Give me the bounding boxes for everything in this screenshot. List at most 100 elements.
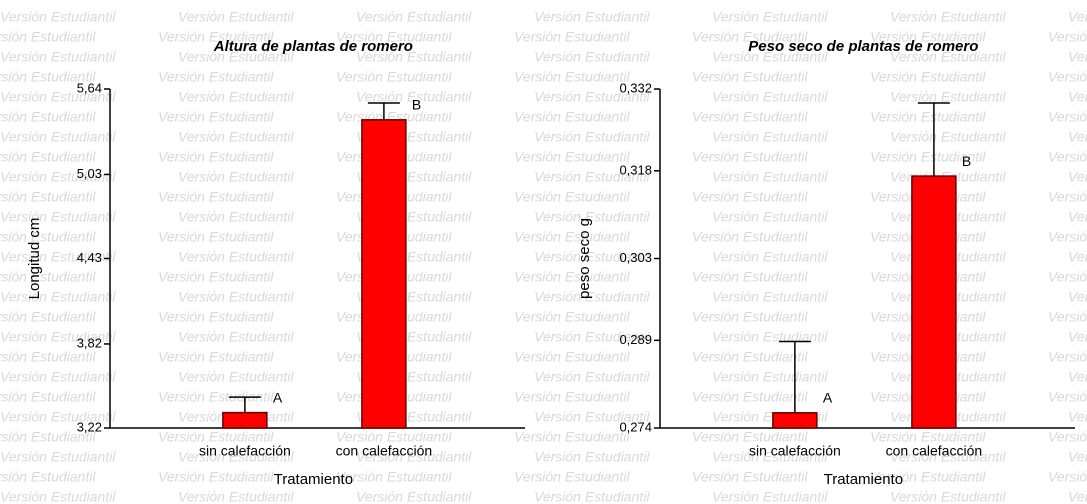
watermark: Versión Estudiantil (534, 49, 650, 65)
watermark: Versión Estudiantil (534, 329, 650, 345)
watermark: Versión Estudiantil (1048, 349, 1087, 365)
annotation: B (962, 153, 971, 169)
watermark: Versión Estudiantil (0, 469, 96, 485)
watermark: Versión Estudiantil (692, 269, 808, 285)
watermark: Versión Estudiantil (0, 289, 116, 305)
x-tick-label: con calefacción (886, 443, 983, 459)
watermark: Versión Estudiantil (0, 129, 116, 145)
watermark: Versión Estudiantil (178, 329, 294, 345)
watermark: Versión Estudiantil (178, 49, 294, 65)
watermark: Versión Estudiantil (692, 469, 808, 485)
watermark: Versión Estudiantil (158, 269, 274, 285)
watermark: Versión Estudiantil (1048, 269, 1087, 285)
watermark: Versión Estudiantil (514, 389, 630, 405)
watermark: Versión Estudiantil (158, 309, 274, 325)
watermark: Versión Estudiantil (870, 469, 986, 485)
watermark: Versión Estudiantil (178, 369, 294, 385)
watermark: Versión Estudiantil (514, 469, 630, 485)
watermark: Versión Estudiantil (534, 409, 650, 425)
watermark: Versión Estudiantil (1048, 469, 1087, 485)
watermark: Versión Estudiantil (692, 429, 808, 445)
watermark: Versión Estudiantil (336, 429, 452, 445)
watermark: Versión Estudiantil (1048, 189, 1087, 205)
x-tick-label: con calefacción (336, 443, 433, 459)
watermark: Versión Estudiantil (178, 489, 294, 504)
x-axis-label: Tratamiento (824, 471, 903, 488)
watermark: Versión Estudiantil (178, 89, 294, 105)
watermark: Versión Estudiantil (1068, 249, 1087, 265)
y-axis-label: peso seco g (576, 218, 593, 299)
annotation: A (823, 390, 833, 406)
watermark: Versión Estudiantil (0, 169, 116, 185)
watermark: Versión Estudiantil (336, 29, 452, 45)
watermark: Versión Estudiantil (514, 309, 630, 325)
watermark: Versión Estudiantil (336, 469, 452, 485)
watermark: Versión Estudiantil (534, 9, 650, 25)
watermark: Versión Estudiantil (356, 89, 472, 105)
y-tick-label: 0,289 (619, 332, 652, 347)
watermark: Versión Estudiantil (0, 9, 116, 25)
watermark: Versión Estudiantil (1068, 49, 1087, 65)
watermark: Versión Estudiantil (1068, 129, 1087, 145)
watermark: Versión Estudiantil (178, 9, 294, 25)
watermark: Versión Estudiantil (1068, 209, 1087, 225)
watermark: Versión Estudiantil (356, 449, 472, 465)
y-axis-label: Longitud cm (26, 218, 43, 300)
bar (361, 119, 407, 429)
chart-title: Altura de plantas de romero (213, 38, 413, 55)
watermark: Versión Estudiantil (514, 189, 630, 205)
watermark: Versión Estudiantil (534, 489, 650, 504)
watermark: Versión Estudiantil (1068, 449, 1087, 465)
watermark: Versión Estudiantil (158, 189, 274, 205)
bar (772, 412, 818, 429)
watermark: Versión Estudiantil (158, 109, 274, 125)
watermark: Versión Estudiantil (712, 249, 828, 265)
watermark: Versión Estudiantil (890, 89, 1006, 105)
watermark: Versión Estudiantil (534, 89, 650, 105)
watermark: Versión Estudiantil (870, 149, 986, 165)
watermark: Versión Estudiantil (356, 489, 472, 504)
watermark: Versión Estudiantil (692, 29, 808, 45)
watermark: Versión Estudiantil (1068, 329, 1087, 345)
watermark: Versión Estudiantil (870, 69, 986, 85)
watermark: Versión Estudiantil (1068, 169, 1087, 185)
watermark: Versión Estudiantil (158, 469, 274, 485)
watermark: Versión Estudiantil (1068, 289, 1087, 305)
watermark: Versión Estudiantil (712, 129, 828, 145)
watermark: Versión Estudiantil (0, 489, 116, 504)
watermark: Versión Estudiantil (514, 349, 630, 365)
annotation: B (412, 97, 421, 113)
chart-title: Peso seco de plantas de romero (748, 38, 978, 55)
watermark: Versión Estudiantil (514, 149, 630, 165)
watermark: Versión Estudiantil (0, 249, 116, 265)
watermark: Versión Estudiantil (0, 329, 116, 345)
watermark: Versión Estudiantil (1068, 489, 1087, 504)
watermark: Versión Estudiantil (514, 29, 630, 45)
watermark: Versión Estudiantil (178, 129, 294, 145)
watermark: Versión Estudiantil (890, 449, 1006, 465)
watermark: Versión Estudiantil (890, 489, 1006, 504)
watermark: Versión Estudiantil (890, 129, 1006, 145)
watermark: Versión Estudiantil (692, 229, 808, 245)
watermark: Versión Estudiantil (0, 409, 116, 425)
annotation: A (273, 389, 283, 405)
watermark: Versión Estudiantil (1048, 389, 1087, 405)
x-tick-label: sin calefacción (199, 443, 291, 459)
x-axis-label: Tratamiento (274, 471, 353, 488)
watermark: Versión Estudiantil (356, 49, 472, 65)
watermark: Versión Estudiantil (356, 9, 472, 25)
watermark: Versión Estudiantil (1068, 409, 1087, 425)
watermark: Versión Estudiantil (1068, 369, 1087, 385)
watermark: Versión Estudiantil (712, 209, 828, 225)
watermark: Versión Estudiantil (692, 309, 808, 325)
watermark: Versión Estudiantil (534, 169, 650, 185)
watermark: Versión Estudiantil (890, 49, 1006, 65)
watermark: Versión Estudiantil (712, 89, 828, 105)
watermark: Versión Estudiantil (534, 249, 650, 265)
y-tick-label: 5,03 (77, 166, 102, 181)
watermark: Versión Estudiantil (178, 209, 294, 225)
watermark: Versión Estudiantil (0, 429, 96, 445)
watermark: Versión Estudiantil (0, 309, 96, 325)
watermark: Versión Estudiantil (712, 9, 828, 25)
watermark: Versión Estudiantil (692, 149, 808, 165)
